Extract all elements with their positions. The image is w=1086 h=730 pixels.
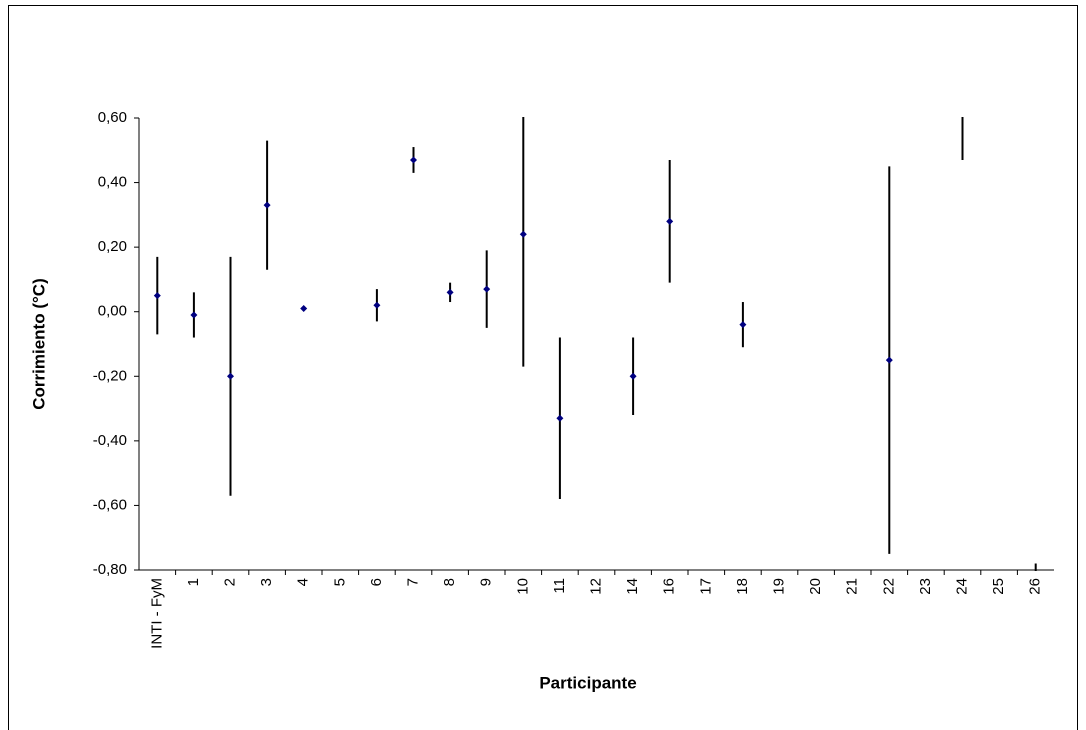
y-tick-label: 0,40 (98, 174, 127, 191)
x-tick-label: 5 (331, 578, 348, 586)
data-point (190, 311, 198, 319)
x-tick-label: 4 (295, 578, 312, 586)
y-tick-label: -0,80 (93, 561, 127, 578)
x-tick-label: 12 (587, 578, 604, 595)
chart-frame (8, 5, 1078, 730)
data-point (410, 156, 417, 164)
x-tick-label: 14 (624, 578, 641, 595)
x-tick-label: 17 (697, 578, 714, 595)
data-point (373, 301, 381, 309)
data-point (153, 292, 161, 300)
x-tick-label: 24 (953, 578, 970, 595)
data-point (885, 356, 893, 364)
y-tick-label: -0,40 (93, 432, 127, 449)
data-point (263, 201, 271, 209)
x-tick-label: 19 (770, 578, 787, 595)
data-point (519, 230, 527, 238)
x-tick-label: 21 (844, 578, 861, 595)
y-tick-label: 0,60 (98, 109, 127, 126)
data-point (300, 304, 308, 312)
x-tick-label: 25 (990, 578, 1007, 595)
x-tick-label: 9 (478, 578, 495, 586)
y-axis-label: Corrimiento (°C) (29, 278, 48, 409)
y-tick-label: -0,20 (93, 367, 127, 384)
y-tick-label: 0,20 (98, 238, 127, 255)
x-tick-label: 7 (404, 578, 421, 586)
x-tick-label: 1 (185, 578, 202, 586)
data-point (666, 217, 674, 225)
x-tick-label: 8 (441, 578, 458, 586)
data-point (556, 414, 564, 422)
data-point (483, 285, 491, 293)
x-tick-label: 18 (734, 578, 751, 595)
x-tick-label: INTI - FyM (148, 578, 165, 649)
x-tick-label: 22 (880, 578, 897, 595)
plot-area (153, 117, 1037, 571)
x-tick-label: 11 (551, 578, 568, 594)
x-tick-label: 6 (368, 578, 385, 586)
data-point (227, 372, 234, 380)
data-point (446, 288, 454, 296)
x-tick-label: 26 (1027, 578, 1044, 595)
x-tick-label: 23 (917, 578, 934, 595)
x-tick-label: 3 (258, 578, 275, 586)
data-point (739, 321, 747, 329)
data-point (629, 372, 637, 380)
x-tick-label: 2 (221, 578, 238, 586)
x-tick-label: 20 (807, 578, 824, 595)
x-axis-label: Participante (539, 673, 636, 692)
y-tick-label: 0,00 (98, 303, 127, 320)
x-tick-label: 10 (514, 578, 531, 595)
y-tick-label: -0,60 (93, 496, 127, 513)
x-tick-label: 16 (661, 578, 678, 595)
